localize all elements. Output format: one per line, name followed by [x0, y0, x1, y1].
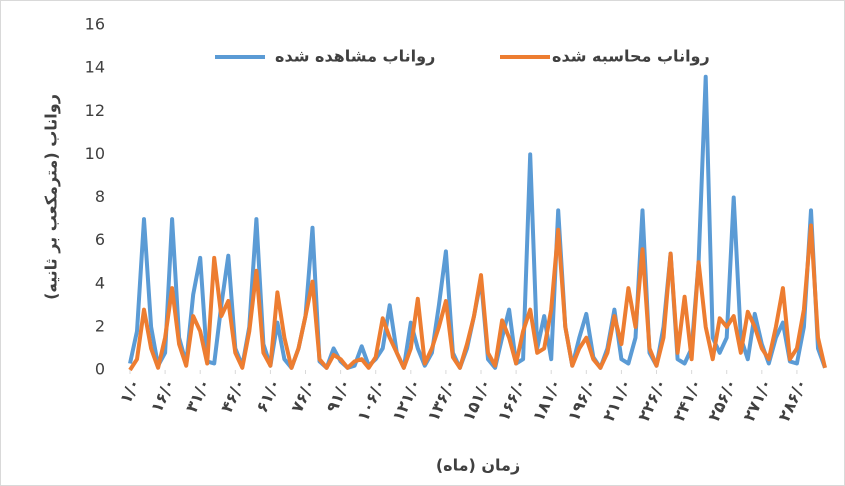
chart: رواناب (مترمکعب بر ثانیه) زمان (ماه) 0 2 4… [0, 0, 845, 486]
y-tick-label: 14 [85, 58, 105, 77]
y-tick-label: 16 [85, 15, 105, 34]
y-tick-label: 12 [85, 101, 105, 120]
y-tick-label: 2 [95, 316, 105, 335]
y-tick-label: 8 [95, 187, 105, 206]
y-axis-title: رواناب (مترمکعب بر ثانیه) [42, 94, 61, 300]
x-axis-title: زمان (ماه) [436, 456, 520, 475]
y-tick-label: 10 [85, 144, 105, 163]
y-tick-label: 0 [95, 360, 105, 379]
legend-label: رواناب محاسبه شده [552, 47, 710, 66]
y-tick-label: 4 [95, 273, 105, 292]
y-tick-label: 6 [95, 230, 105, 249]
legend-label: رواناب مشاهده شده [275, 47, 435, 66]
